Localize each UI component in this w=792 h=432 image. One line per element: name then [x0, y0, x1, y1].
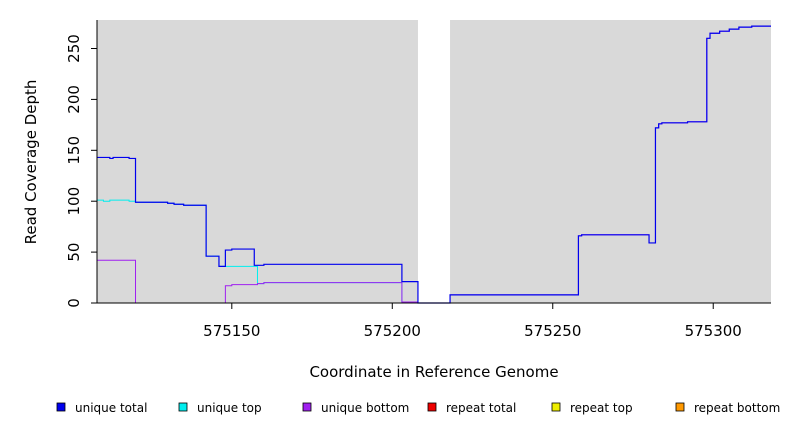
- legend: unique total unique top unique bottom repea…: [56, 401, 780, 415]
- legend-label-unique-bottom: unique bottom: [321, 401, 409, 415]
- legend-label-repeat-top: repeat top: [570, 401, 633, 415]
- gap-regions: [417, 20, 451, 303]
- legend-swatch-unique-top: [178, 402, 188, 412]
- legend-label-repeat-total: repeat total: [446, 401, 516, 415]
- legend-swatch-unique-bottom: [302, 402, 312, 412]
- legend-label-unique-total: unique total: [75, 401, 147, 415]
- legend-swatch-unique-total: [56, 402, 66, 412]
- x-axis-title: Coordinate in Reference Genome: [309, 363, 558, 381]
- x-tick-label: 575250: [524, 322, 581, 340]
- legend-label-repeat-bottom: repeat bottom: [694, 401, 780, 415]
- axes: 0 50 100 150 200 250 575150 575200 575250 575300: [65, 20, 771, 340]
- y-tick-label: 50: [65, 243, 83, 262]
- x-tick-label: 575300: [685, 322, 742, 340]
- series-line-unique-total: [97, 25, 771, 304]
- y-tick-label: 100: [65, 187, 83, 216]
- gap-region-0: [417, 20, 451, 303]
- y-tick-label: 0: [65, 298, 83, 308]
- legend-label-unique-top: unique top: [197, 401, 262, 415]
- legend-swatch-repeat-top: [551, 402, 561, 412]
- legend-swatch-repeat-total: [427, 402, 437, 412]
- x-tick-label: 575150: [203, 322, 260, 340]
- y-tick-label: 250: [65, 34, 83, 63]
- legend-swatch-repeat-bottom: [675, 402, 685, 412]
- x-tick-label: 575200: [364, 322, 421, 340]
- y-tick-label: 200: [65, 85, 83, 114]
- y-axis-title: Read Coverage Depth: [22, 80, 40, 245]
- y-tick-label: 150: [65, 136, 83, 165]
